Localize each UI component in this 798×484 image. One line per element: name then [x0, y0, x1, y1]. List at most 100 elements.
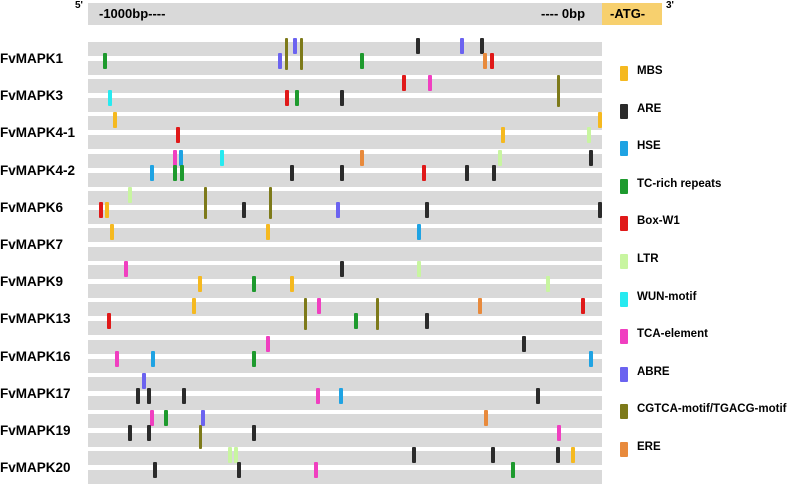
- motif-mark: [597, 112, 602, 129]
- motif-mark: [104, 201, 109, 218]
- promoter-track-lower: [88, 470, 602, 484]
- motif-mark: [178, 149, 183, 166]
- motif-mark: [108, 90, 113, 107]
- legend-swatch: [620, 141, 628, 157]
- motif-mark: [237, 462, 242, 479]
- motif-mark: [127, 186, 132, 203]
- motif-mark: [277, 53, 282, 69]
- legend-swatch: [620, 103, 628, 119]
- motif-mark: [536, 387, 541, 404]
- motif-mark: [588, 350, 593, 367]
- motif-mark: [556, 75, 560, 108]
- promoter-track-lower: [88, 61, 602, 75]
- motif-mark: [173, 164, 178, 181]
- motif-mark: [588, 149, 593, 166]
- promoter-track-upper: [88, 376, 602, 391]
- legend-swatch: [620, 404, 628, 420]
- motif-mark: [150, 164, 155, 181]
- legend-label: TCA-element: [637, 328, 708, 341]
- promoter-track-upper: [88, 339, 602, 354]
- gene-label: FvMAPK1: [0, 51, 64, 66]
- motif-mark: [511, 462, 516, 479]
- promoter-track-upper: [88, 116, 602, 131]
- gene-label: FvMAPK4-1: [0, 125, 76, 141]
- motif-mark: [150, 410, 155, 426]
- promoter-track-upper: [88, 265, 602, 280]
- motif-mark: [242, 201, 247, 218]
- legend-swatch: [620, 329, 628, 345]
- promoter-track-lower: [88, 321, 602, 336]
- motif-mark: [201, 410, 206, 426]
- motif-mark: [265, 335, 270, 352]
- motif-mark: [425, 201, 430, 218]
- motif-mark: [152, 462, 157, 479]
- legend-label: CGTCA-motif/TGACG-motif: [637, 403, 787, 416]
- motif-mark: [422, 164, 427, 181]
- motif-mark: [411, 447, 416, 464]
- motif-mark: [284, 38, 288, 70]
- motif-mark: [521, 335, 526, 352]
- legend-label: ARE: [637, 102, 662, 115]
- motif-mark: [151, 350, 156, 367]
- scale-end-label: ---- 0bp: [541, 6, 586, 21]
- motif-mark: [199, 425, 203, 449]
- atg-box: [602, 3, 662, 25]
- legend-label: TC-rich repeats: [637, 177, 722, 190]
- motif-mark: [136, 387, 141, 404]
- motif-mark: [147, 425, 152, 441]
- legend-label: WUN-motif: [637, 290, 697, 303]
- motif-mark: [464, 164, 469, 181]
- promoter-scale-bar: [88, 3, 602, 25]
- motif-mark: [179, 164, 184, 181]
- motif-mark: [339, 164, 344, 181]
- legend-label: MBS: [637, 65, 663, 77]
- motif-mark: [173, 149, 178, 166]
- motif-mark: [339, 261, 344, 278]
- motif-mark: [427, 75, 432, 92]
- motif-mark: [107, 313, 112, 330]
- promoter-track-lower: [88, 433, 602, 447]
- legend-swatch: [620, 442, 628, 457]
- motif-mark: [290, 276, 295, 293]
- legend-swatch: [620, 291, 628, 307]
- scale-start-label: -1000bp----: [99, 6, 166, 21]
- promoter-track-lower: [88, 284, 602, 299]
- motif-mark: [497, 149, 502, 166]
- gene-label: FvMAPK20: [0, 460, 71, 476]
- promoter-track-lower: [88, 135, 602, 150]
- motif-mark: [290, 164, 295, 181]
- motif-mark: [98, 201, 103, 218]
- motif-mark: [128, 425, 133, 441]
- motif-mark: [483, 410, 488, 426]
- motif-mark: [227, 447, 232, 464]
- motif-mark: [113, 112, 118, 129]
- motif-mark: [359, 149, 364, 166]
- gene-label: FvMAPK4-2: [0, 162, 76, 178]
- motif-mark: [338, 387, 343, 404]
- motif-mark: [317, 298, 322, 315]
- motif-mark: [339, 90, 344, 107]
- motif-mark: [252, 425, 257, 441]
- promoter-track-lower: [88, 209, 602, 224]
- motif-mark: [478, 298, 483, 315]
- atg-label: -ATG-: [610, 6, 646, 21]
- motif-mark: [269, 186, 273, 219]
- motif-mark: [114, 350, 119, 367]
- motif-mark: [142, 372, 147, 389]
- legend-label: ABRE: [637, 365, 670, 378]
- legend-swatch: [620, 66, 628, 81]
- promoter-track-lower: [88, 98, 602, 113]
- gene-label: FvMAPK17: [0, 385, 71, 401]
- promoter-track-upper: [88, 302, 602, 317]
- motif-mark: [580, 298, 585, 315]
- motif-mark: [556, 425, 561, 441]
- promoter-track-upper: [88, 414, 602, 428]
- motif-mark: [164, 410, 169, 426]
- legend-swatch: [620, 216, 628, 232]
- motif-mark: [314, 462, 319, 479]
- motif-mark: [192, 298, 197, 315]
- motif-mark: [204, 186, 208, 219]
- motif-mark: [425, 313, 430, 330]
- promoter-track-lower: [88, 395, 602, 410]
